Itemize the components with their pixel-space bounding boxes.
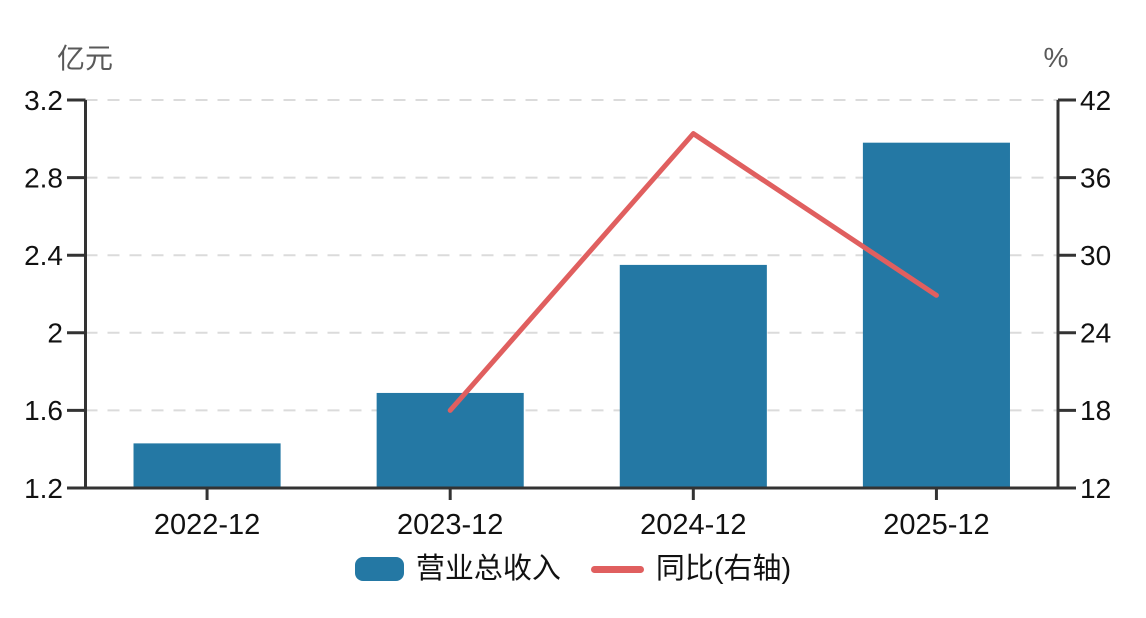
- x-axis-label: 2023-12: [397, 509, 503, 541]
- left-axis-tick-label: 3.2: [24, 85, 63, 116]
- legend-item-yoy[interactable]: 同比(右轴): [590, 552, 792, 585]
- chart-legend: 营业总收入 同比(右轴): [0, 544, 1146, 594]
- x-axis-label: 2024-12: [640, 509, 746, 541]
- bar-2022-12[interactable]: [133, 443, 281, 488]
- bar-2024-12[interactable]: [619, 264, 767, 488]
- left-axis-tick-label: 1.2: [24, 473, 63, 504]
- bar-2025-12[interactable]: [862, 142, 1010, 488]
- right-axis-tick-label: 42: [1080, 85, 1111, 116]
- legend-label-yoy: 同比(右轴): [655, 552, 792, 585]
- right-axis-tick-label: 24: [1080, 318, 1111, 349]
- right-axis-tick-label: 30: [1080, 240, 1111, 271]
- left-axis-tick-label: 2.4: [24, 240, 63, 271]
- right-axis-tick-label: 12: [1080, 473, 1111, 504]
- legend-label-revenue: 营业总收入: [415, 552, 561, 585]
- right-axis-tick-label: 18: [1080, 395, 1111, 426]
- x-axis-label: 2025-12: [883, 509, 989, 541]
- legend-item-revenue[interactable]: 营业总收入: [354, 552, 561, 585]
- right-axis-tick-label: 36: [1080, 162, 1111, 193]
- revenue-bar-swatch-icon: [354, 557, 404, 581]
- yoy-line[interactable]: [447, 131, 939, 413]
- left-axis-tick-label: 2.8: [24, 162, 63, 193]
- yoy-line-swatch-icon: [590, 565, 644, 573]
- left-axis-tick-label: 1.6: [24, 395, 63, 426]
- right-axis-title: %: [1044, 42, 1069, 73]
- left-axis-title: 亿元: [57, 43, 113, 74]
- left-axis-tick-label: 2: [47, 318, 63, 349]
- x-axis-label: 2022-12: [154, 509, 260, 541]
